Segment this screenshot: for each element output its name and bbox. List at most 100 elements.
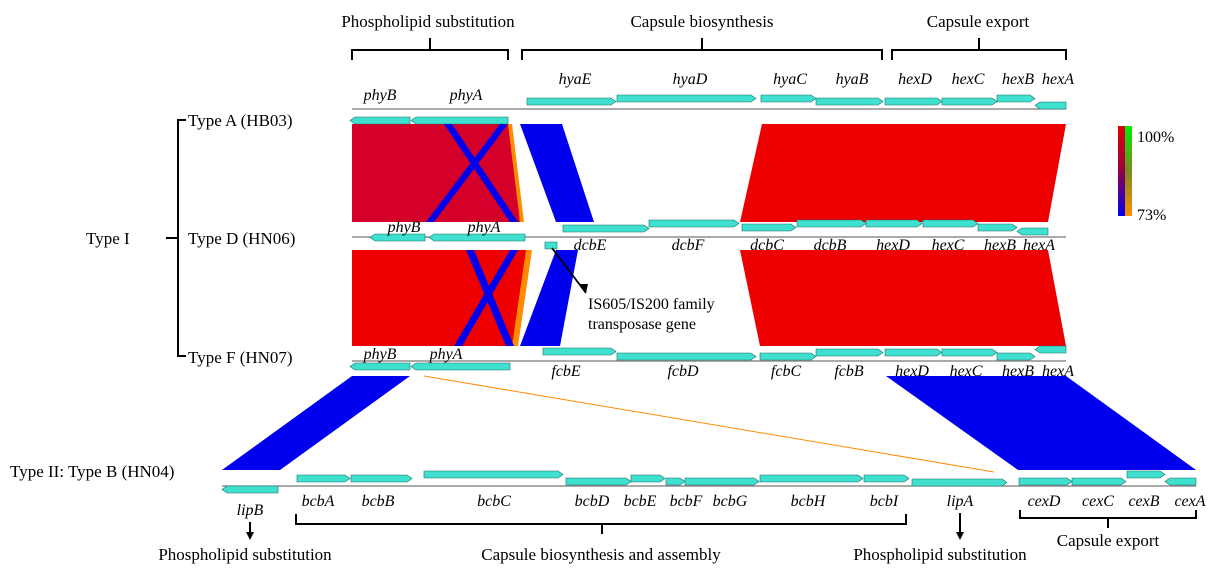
gene-label-phyA-f: phyA bbox=[429, 346, 463, 363]
gene-label-cexD-b: cexD bbox=[1028, 493, 1061, 510]
gene-arrow-fcbB-f bbox=[815, 348, 884, 357]
gene-label-phyA-a: phyA bbox=[449, 87, 483, 104]
gene-labels-type-b: lipB bcbA bcbB bcbC bcbD bcbE bcbF bcbG … bbox=[237, 493, 1206, 519]
top-category-capsule-biosynthesis: Capsule biosynthesis bbox=[630, 12, 773, 31]
band-weak-f-b bbox=[423, 375, 995, 473]
gene-label-dcbB-d: dcbB bbox=[814, 237, 847, 254]
band-weak-a-d bbox=[508, 124, 524, 222]
gene-label-phyB-a: phyB bbox=[363, 87, 397, 104]
gene-label-cexC-b: cexC bbox=[1082, 493, 1114, 510]
band-cross-a-d-2 bbox=[426, 124, 508, 222]
band-cross-d-f-2 bbox=[454, 250, 518, 346]
gene-arrow-cexD-b bbox=[1018, 477, 1073, 486]
gene-label-bcbI-b: bcbI bbox=[870, 493, 899, 510]
gene-arrow-hyaC-a bbox=[760, 94, 817, 103]
gene-arrow-hexD-d bbox=[865, 219, 923, 228]
gene-arrow-cexC-b bbox=[1071, 477, 1127, 486]
gene-arrow-hexD-f bbox=[884, 348, 943, 357]
genome-label-type-a: Type A (HB03) bbox=[188, 111, 293, 130]
gene-label-hyaD-a: hyaD bbox=[673, 71, 708, 88]
bottom-category-brackets bbox=[249, 510, 1197, 535]
genome-label-type-b: Type II: Type B (HN04) bbox=[10, 462, 174, 481]
gene-label-bcbD-b: bcbD bbox=[575, 493, 610, 510]
gene-arrow-phyB-f bbox=[349, 362, 411, 371]
gene-label-hyaB-a: hyaB bbox=[836, 71, 869, 88]
gene-label-hexC-d: hexC bbox=[932, 237, 965, 254]
top-category-phospholipid: Phospholipid substitution bbox=[341, 12, 515, 31]
bracket-top-capsule-export bbox=[891, 49, 1067, 60]
band-phy-a-d bbox=[352, 124, 520, 222]
bottom-category-phospholipid-left: Phospholipid substitution bbox=[158, 545, 332, 564]
gene-label-phyB-f: phyB bbox=[363, 346, 397, 363]
genome-label-type-d: Type D (HN06) bbox=[188, 229, 295, 248]
bracket-bottom-capsule-export bbox=[1019, 510, 1197, 519]
gene-arrow-phyA-a bbox=[410, 116, 509, 125]
band-phy-d-f bbox=[352, 250, 530, 346]
gene-label-cexA-b: cexA bbox=[1174, 493, 1205, 510]
gene-labels-type-a: phyB phyA hyaE hyaD hyaC hyaB hexD hexC … bbox=[363, 71, 1075, 104]
band-export-f-b bbox=[886, 376, 1196, 470]
gene-label-fcbD-f: fcbD bbox=[667, 363, 699, 380]
gene-labels-type-f: phyB phyA fcbE fcbD fcbC fcbB hexD hexC … bbox=[363, 346, 1075, 380]
identity-legend: 100% 73% bbox=[1118, 126, 1174, 224]
gene-arrow-fcbE-f bbox=[542, 347, 617, 356]
gene-arrow-dcbB-d bbox=[796, 219, 867, 228]
gene-arrow-bcbD-b bbox=[565, 477, 632, 486]
gene-arrow-hexB-d bbox=[977, 223, 1018, 232]
gene-arrow-hexB-a bbox=[996, 94, 1036, 103]
gene-arrow-lipB-b bbox=[221, 485, 279, 494]
bracket-top-capsule-biosynthesis bbox=[521, 49, 883, 60]
gene-arrow-bcbC-b bbox=[423, 470, 564, 479]
gene-arrow-dcbE-d bbox=[562, 224, 650, 233]
bottom-category-capsule-export: Capsule export bbox=[1057, 531, 1160, 550]
band-capsule-d-f bbox=[740, 250, 1066, 346]
legend-max-label: 100% bbox=[1137, 129, 1174, 146]
gene-label-dcbE-d: dcbE bbox=[574, 237, 607, 254]
gene-arrow-cexA-b bbox=[1164, 477, 1197, 486]
gene-label-bcbC-b: bcbC bbox=[477, 493, 511, 510]
gene-labels-type-d: phyB phyA dcbE dcbF dcbC dcbB hexD hexC … bbox=[387, 219, 1056, 254]
gene-label-hexB-d: hexB bbox=[984, 237, 1016, 254]
band-capsule-a-d bbox=[740, 124, 1066, 222]
gene-arrow-hexC-d bbox=[922, 219, 979, 228]
gene-label-fcbB-f: fcbB bbox=[834, 363, 864, 380]
gene-label-bcbE-b: bcbE bbox=[624, 493, 657, 510]
gene-label-hexD-f: hexD bbox=[895, 363, 929, 380]
gene-arrow-hexA-a bbox=[1034, 101, 1067, 110]
gene-arrow-dcbC-d bbox=[741, 223, 797, 232]
gene-label-hexA-d: hexA bbox=[1023, 237, 1055, 254]
bracket-top-phospholipid bbox=[351, 49, 509, 60]
gene-label-dcbF-d: dcbF bbox=[672, 237, 705, 254]
band-weak-d-f bbox=[512, 250, 532, 346]
gene-label-hexC-f: hexC bbox=[950, 363, 983, 380]
gene-label-bcbA-b: bcbA bbox=[302, 493, 335, 510]
bottom-category-phospholipid-right: Phospholipid substitution bbox=[853, 545, 1027, 564]
gene-arrow-lipA-b bbox=[911, 478, 1008, 487]
genes-type-a bbox=[349, 94, 1067, 125]
legend-bar-identity bbox=[1118, 126, 1125, 216]
group-label-type-i: Type I bbox=[86, 229, 130, 248]
gene-arrow-phyB-a bbox=[349, 116, 411, 125]
band-cross-a-d-1 bbox=[444, 124, 518, 222]
gene-label-fcbC-f: fcbC bbox=[771, 363, 802, 380]
genes-type-f bbox=[349, 345, 1067, 371]
gene-arrow-transposase-d bbox=[544, 241, 558, 250]
band-transposase-d-f bbox=[520, 250, 578, 346]
gene-label-hexD-a: hexD bbox=[898, 71, 932, 88]
annotation-arrowhead bbox=[579, 284, 588, 293]
gene-arrow-hyaE-a bbox=[526, 97, 617, 106]
gene-label-hyaC-a: hyaC bbox=[773, 71, 807, 88]
gene-arrow-bcbB-b bbox=[350, 474, 413, 483]
gene-arrow-hexA-f bbox=[1034, 345, 1067, 354]
band-phy-lip-f-b bbox=[222, 376, 410, 470]
legend-min-label: 73% bbox=[1137, 207, 1166, 224]
gene-arrow-hexC-f bbox=[941, 348, 998, 357]
gene-arrow-dcbF-d bbox=[648, 219, 740, 228]
gene-arrow-bcbI-b bbox=[863, 474, 910, 483]
gene-arrow-hexD-a bbox=[884, 97, 943, 106]
homology-bands-d-f bbox=[352, 250, 1066, 346]
gene-arrow-fcbC-f bbox=[759, 352, 817, 361]
gene-arrow-hexA-d bbox=[1016, 227, 1049, 236]
gene-arrow-phyA-d bbox=[428, 233, 526, 242]
